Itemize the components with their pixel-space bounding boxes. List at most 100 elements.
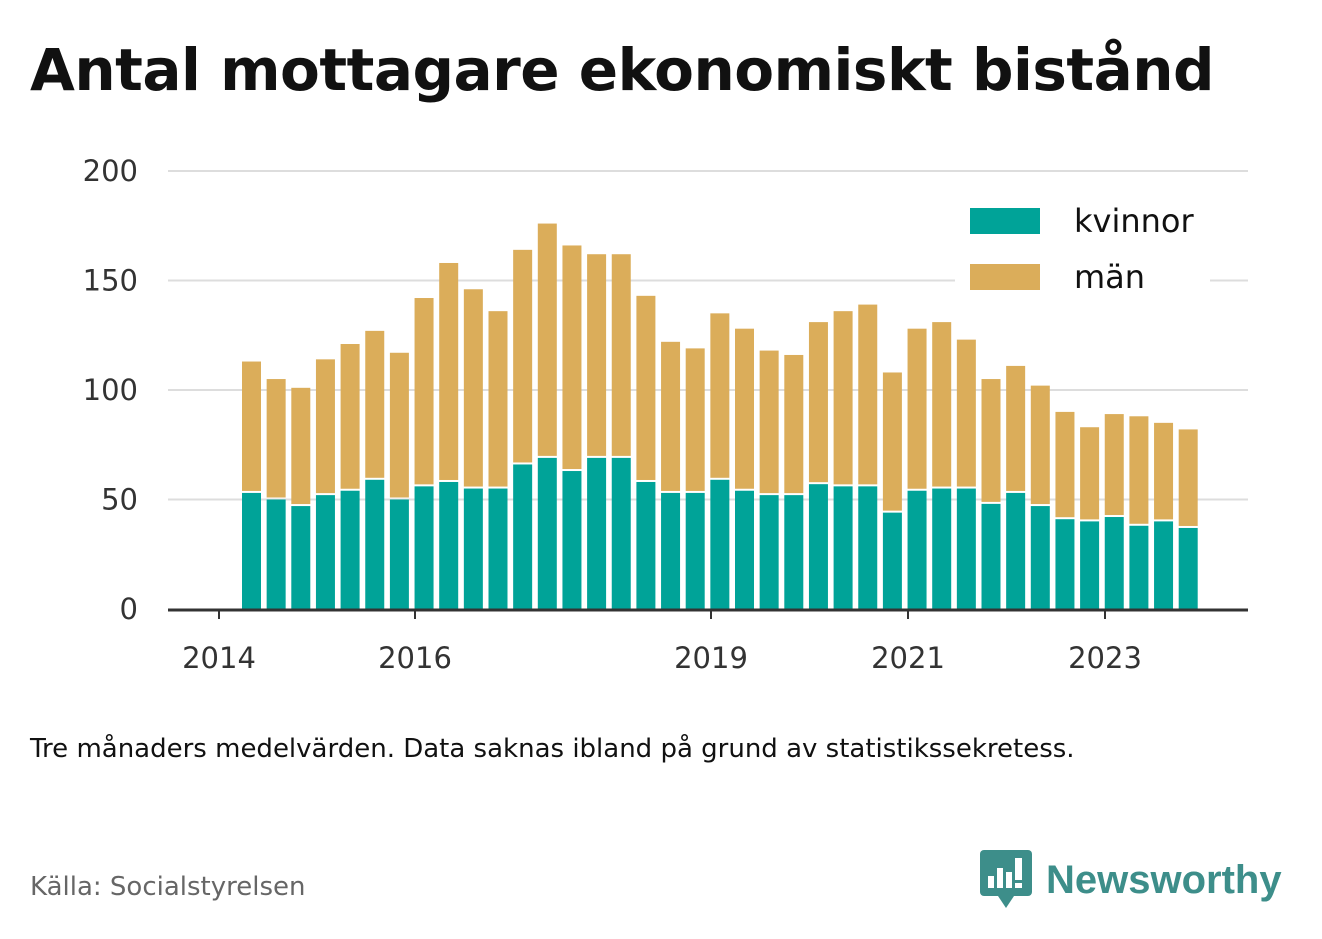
bar-man: [1178, 429, 1198, 526]
y-tick-label: 150: [83, 264, 138, 298]
bar-man: [661, 341, 681, 491]
bar-kvinnor: [833, 486, 853, 609]
bar-man: [1129, 416, 1149, 524]
bar-man: [759, 350, 779, 494]
bar-kvinnor: [587, 457, 607, 609]
bar-man: [1104, 414, 1124, 516]
bar-man: [981, 379, 1001, 502]
bar-kvinnor: [735, 490, 754, 609]
bar-kvinnor: [759, 495, 779, 609]
bar-kvinnor: [611, 457, 631, 609]
bar-kvinnor: [414, 486, 434, 609]
brand-name: Newsworthy: [1046, 857, 1282, 902]
bar-kvinnor: [488, 488, 508, 609]
bar-kvinnor: [1030, 506, 1050, 609]
bar-man: [735, 328, 754, 489]
chart: 0 50 100 150 200 2014 2016 2019 2021 2023 kvinnor…: [83, 154, 1248, 675]
bar-kvinnor: [389, 499, 409, 609]
bars: [242, 223, 1198, 609]
chart-title: Antal mottagare ekonomiskt bistånd: [30, 36, 1215, 104]
legend-swatch: [970, 208, 1040, 234]
bar-kvinnor: [981, 503, 1001, 609]
bar-man: [315, 359, 335, 494]
bar-kvinnor: [1129, 525, 1149, 609]
x-tick-label: 2014: [182, 641, 256, 675]
bar-man: [611, 254, 631, 456]
y-tick-label: 50: [101, 483, 138, 517]
bar-man: [562, 245, 582, 470]
bar-man: [1154, 422, 1174, 520]
bar-man: [365, 330, 385, 478]
legend-label: män: [1074, 258, 1145, 296]
bar-kvinnor: [685, 492, 705, 609]
y-tick-label: 0: [120, 592, 138, 626]
bar-man: [907, 328, 927, 489]
legend-label: kvinnor: [1074, 202, 1195, 240]
bar-kvinnor: [291, 506, 311, 609]
bar-kvinnor: [710, 479, 730, 609]
bar-kvinnor: [932, 488, 952, 609]
bar-kvinnor: [1080, 521, 1100, 609]
bar-man: [1055, 411, 1075, 518]
bar-kvinnor: [439, 481, 459, 609]
bar-kvinnor: [636, 481, 656, 609]
bar-man: [291, 387, 311, 505]
bar-kvinnor: [1006, 492, 1026, 609]
bar-kvinnor: [242, 492, 261, 609]
bar-kvinnor: [340, 490, 360, 609]
bar-man: [1006, 365, 1026, 491]
brand-logo: Newsworthy: [980, 850, 1282, 910]
bar-kvinnor: [858, 486, 878, 609]
bar-kvinnor: [562, 471, 582, 609]
bar-kvinnor: [882, 512, 902, 609]
bar-kvinnor: [266, 499, 286, 609]
bar-man: [463, 289, 483, 487]
bar-man: [833, 311, 853, 485]
bar-man: [710, 313, 730, 478]
bar-kvinnor: [1055, 519, 1075, 609]
bar-kvinnor: [1154, 521, 1174, 609]
bar-kvinnor: [315, 495, 335, 609]
bar-man: [808, 322, 828, 483]
x-tick-label: 2023: [1068, 641, 1142, 675]
bar-man: [882, 372, 902, 511]
bar-man: [242, 361, 261, 491]
bar-man: [636, 295, 656, 480]
axes: 0 50 100 150 200 2014 2016 2019 2021 2023: [83, 154, 1248, 675]
bar-man: [685, 348, 705, 491]
bar-man: [932, 322, 952, 487]
bar-man: [1030, 385, 1050, 505]
bar-kvinnor: [808, 484, 828, 609]
bar-kvinnor: [537, 457, 557, 609]
bar-man: [784, 354, 804, 494]
bar-man: [587, 254, 607, 456]
bar-kvinnor: [907, 490, 927, 609]
x-tick-label: 2019: [674, 641, 748, 675]
bar-kvinnor: [1178, 527, 1198, 609]
bar-man: [537, 223, 557, 456]
bar-man: [340, 344, 360, 489]
bar-kvinnor: [1104, 517, 1124, 609]
bar-kvinnor: [365, 479, 385, 609]
bar-man: [266, 379, 286, 498]
bar-man: [488, 311, 508, 487]
source-label: Källa: Socialstyrelsen: [30, 872, 306, 902]
legend: kvinnor män: [955, 196, 1210, 296]
x-tick-label: 2021: [871, 641, 945, 675]
bar-kvinnor: [513, 464, 533, 609]
chart-note: Tre månaders medelvärden. Data saknas ib…: [30, 734, 1075, 764]
bar-kvinnor: [463, 488, 483, 609]
bar-man: [858, 304, 878, 485]
bar-man: [389, 352, 409, 498]
bar-man: [513, 249, 533, 463]
y-tick-label: 100: [83, 373, 138, 407]
newsworthy-logo-icon: [980, 850, 1032, 908]
bar-man: [1080, 427, 1100, 520]
bar-kvinnor: [784, 495, 804, 609]
bar-man: [439, 262, 459, 480]
x-tick-label: 2016: [378, 641, 452, 675]
bar-kvinnor: [661, 492, 681, 609]
bar-man: [414, 298, 434, 485]
y-tick-label: 200: [83, 154, 138, 188]
legend-swatch: [970, 264, 1040, 290]
